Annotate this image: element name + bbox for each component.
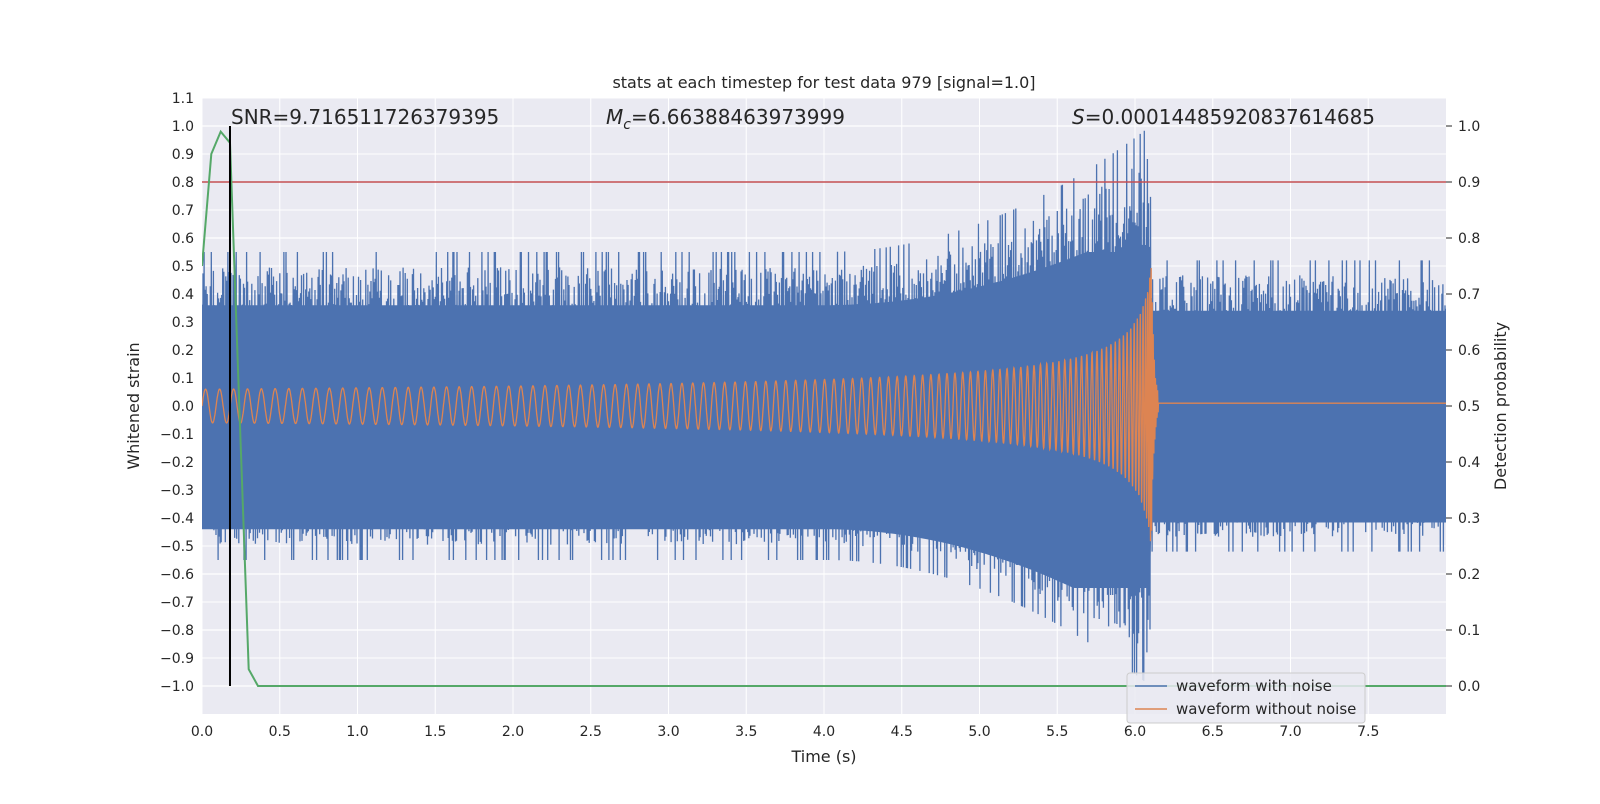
x-tick-label: 5.0 — [968, 724, 990, 740]
s-symbol: S — [1072, 105, 1085, 129]
y-tick-label: 0.3 — [172, 315, 194, 331]
y2-axis-ticks: 1.0 0.9 0.8 0.7 0.6 0.5 0.4 0.3 0.2 0.1 0.0 — [1446, 119, 1480, 695]
y2-tick-label: 0.5 — [1458, 399, 1480, 415]
chirp-mass-subscript: c — [623, 117, 631, 133]
y2-tick-label: 0.1 — [1458, 623, 1480, 639]
y-axis-ticks: 1.1 1.0 0.9 0.8 0.7 0.6 0.5 0.4 0.3 0.2 0.1 0.0 −0.1… — [160, 91, 194, 695]
x-tick-label: 2.0 — [502, 724, 524, 740]
series-line-detection-probability — [202, 129, 1446, 687]
y2-tick-label: 0.3 — [1458, 511, 1480, 527]
y-tick-label: −0.8 — [160, 623, 194, 639]
y-tick-label: 0.9 — [172, 147, 194, 163]
x-tick-label: 1.0 — [346, 724, 368, 740]
series-line-waveform-without-noise — [202, 267, 1446, 542]
x-tick-label: 7.5 — [1357, 724, 1379, 740]
y-tick-label: −0.2 — [160, 455, 194, 471]
y-tick-label: 0.5 — [172, 259, 194, 275]
y-tick-label: 0.7 — [172, 203, 194, 219]
y2-tick-label: 0.0 — [1458, 679, 1480, 695]
y-tick-label: −0.1 — [160, 427, 194, 443]
snr-annotation: SNR=9.716511726379395 — [231, 105, 499, 129]
legend-box — [1126, 672, 1366, 724]
y-tick-label: 0.4 — [172, 287, 194, 303]
x-tick-label: 6.0 — [1124, 724, 1146, 740]
y2-tick-label: 0.2 — [1458, 567, 1480, 583]
y-tick-label: 1.1 — [172, 91, 194, 107]
x-axis-label: Time (s) — [790, 747, 856, 766]
y2-tick-label: 0.4 — [1458, 455, 1480, 471]
y2-tick-label: 0.7 — [1458, 287, 1480, 303]
y2-axis-label: Detection probability — [1491, 322, 1510, 490]
legend: waveform with noise waveform without noi… — [1126, 672, 1366, 724]
y-tick-label: −0.5 — [160, 539, 194, 555]
chart-title: stats at each timestep for test data 979… — [612, 73, 1035, 92]
y-tick-label: −1.0 — [160, 679, 194, 695]
y-tick-label: −0.3 — [160, 483, 194, 499]
y2-tick-label: 1.0 — [1458, 119, 1480, 135]
s-value: =0.00014485920837614685 — [1085, 105, 1375, 129]
x-tick-label: 2.5 — [580, 724, 602, 740]
y-tick-label: −0.7 — [160, 595, 194, 611]
chirp-mass-annotation: Mc=6.66388463973999 — [606, 105, 845, 133]
y-tick-label: 0.6 — [172, 231, 194, 247]
x-tick-label: 4.5 — [891, 724, 913, 740]
legend-label-noise: waveform with noise — [1176, 677, 1332, 695]
x-axis-ticks: 0.0 0.5 1.0 1.5 2.0 2.5 3.0 3.5 4.0 4.5 5.0 5.5 6.0 6… — [191, 724, 1380, 740]
y-tick-label: −0.6 — [160, 567, 194, 583]
series-layer — [202, 126, 1446, 687]
x-tick-label: 1.5 — [424, 724, 446, 740]
x-tick-label: 6.5 — [1202, 724, 1224, 740]
y2-tick-label: 0.9 — [1458, 175, 1480, 191]
x-tick-label: 5.5 — [1046, 724, 1068, 740]
y-tick-label: 1.0 — [172, 119, 194, 135]
x-tick-label: 3.0 — [657, 724, 679, 740]
y-tick-label: 0.8 — [172, 175, 194, 191]
chirp-mass-symbol: M — [606, 105, 623, 129]
x-tick-label: 7.0 — [1279, 724, 1301, 740]
y-tick-label: −0.4 — [160, 511, 194, 527]
y-tick-label: 0.0 — [172, 399, 194, 415]
y2-tick-label: 0.6 — [1458, 343, 1480, 359]
y2-tick-label: 0.8 — [1458, 231, 1480, 247]
y-axis-label: Whitened strain — [124, 342, 143, 469]
plot-area — [202, 126, 1446, 687]
s-annotation: S=0.00014485920837614685 — [1072, 105, 1375, 129]
x-tick-label: 3.5 — [735, 724, 757, 740]
chirp-mass-value: =6.66388463973999 — [631, 105, 845, 129]
y-tick-label: −0.9 — [160, 651, 194, 667]
x-tick-label: 0.0 — [191, 724, 213, 740]
x-tick-label: 0.5 — [269, 724, 291, 740]
y-tick-label: 0.2 — [172, 343, 194, 359]
legend-label-clean: waveform without noise — [1176, 700, 1356, 718]
x-tick-label: 4.0 — [813, 724, 835, 740]
y-tick-label: 0.1 — [172, 371, 194, 387]
